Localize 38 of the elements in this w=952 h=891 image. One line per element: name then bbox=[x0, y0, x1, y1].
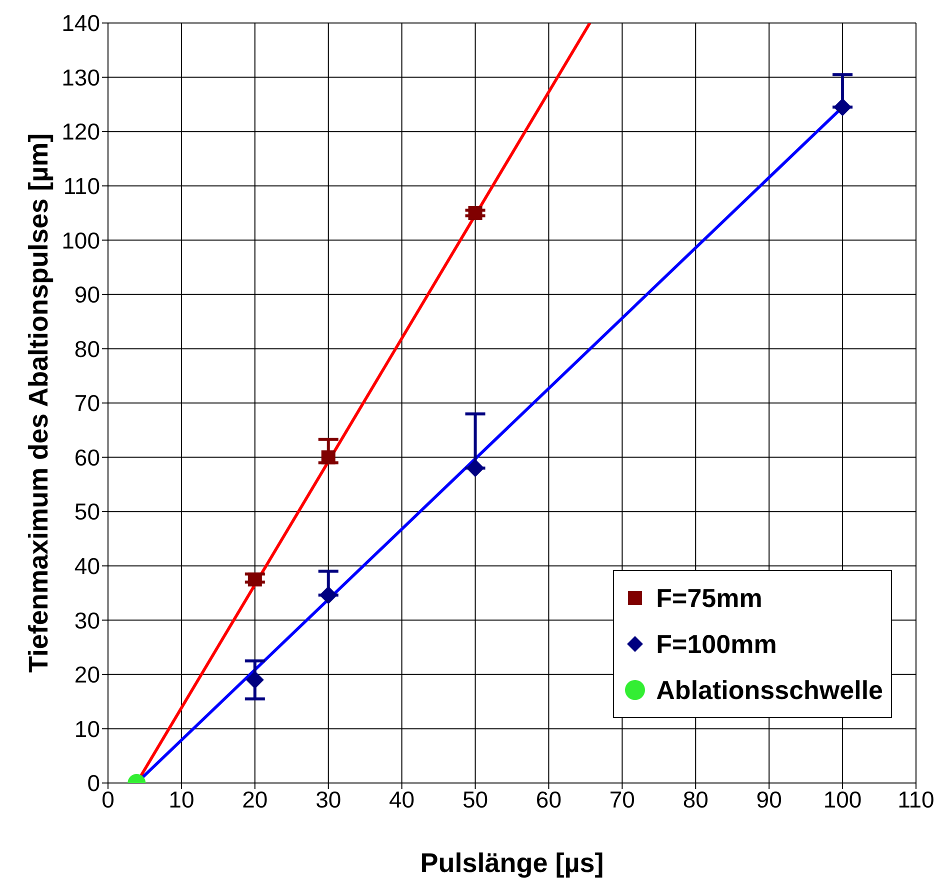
x-tick-label: 10 bbox=[168, 786, 194, 812]
y-tick-label: 30 bbox=[74, 607, 100, 634]
y-tick-label: 50 bbox=[74, 498, 100, 525]
y-tick-label: 130 bbox=[62, 64, 100, 90]
y-tick-label: 60 bbox=[74, 444, 100, 470]
y-tick-label: 80 bbox=[74, 336, 100, 362]
x-tick-label: 110 bbox=[898, 786, 934, 812]
legend-label: F=75mm bbox=[656, 582, 762, 614]
x-tick-label: 40 bbox=[389, 786, 415, 812]
point bbox=[319, 586, 338, 604]
x-tick-label: 20 bbox=[242, 786, 268, 812]
x-tick-label: 70 bbox=[609, 786, 635, 812]
y-tick-label: 40 bbox=[74, 553, 100, 580]
y-tick-label: 0 bbox=[87, 770, 100, 796]
y-tick-label: 120 bbox=[62, 118, 100, 145]
x-tick-label: 90 bbox=[756, 786, 782, 812]
x-axis-title: Pulslänge [µs] bbox=[420, 848, 604, 878]
x-tick-label: 60 bbox=[536, 786, 562, 812]
x-tick-label: 100 bbox=[823, 786, 862, 812]
y-tick-label: 90 bbox=[74, 282, 100, 308]
y-tick-label: 10 bbox=[74, 716, 100, 742]
legend-label: Ablationsschwelle bbox=[656, 674, 883, 706]
x-tick-label: 50 bbox=[462, 786, 488, 812]
y-tick-label: 20 bbox=[74, 662, 100, 688]
point bbox=[246, 670, 264, 689]
point bbox=[834, 98, 852, 116]
point bbox=[466, 459, 484, 478]
y-tick-label: 100 bbox=[62, 227, 100, 254]
x-tick-label: 80 bbox=[682, 786, 708, 812]
y-tick-label: 140 bbox=[62, 10, 100, 36]
y-axis-title: Tiefenmaximum des Abaltionspulses [µm] bbox=[24, 133, 54, 673]
point bbox=[468, 206, 482, 220]
legend-label: F=100mm bbox=[656, 628, 777, 660]
point bbox=[248, 572, 262, 586]
point bbox=[321, 450, 336, 464]
y-tick-label: 70 bbox=[74, 390, 100, 416]
x-tick-label: 30 bbox=[316, 786, 342, 812]
y-tick-label: 110 bbox=[63, 173, 100, 200]
